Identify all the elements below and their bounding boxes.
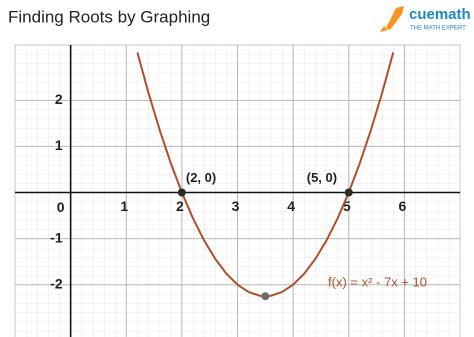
y-tick-label: 1 <box>55 137 63 153</box>
x-tick-label: 2 <box>176 198 184 214</box>
function-label: f(x) = x² - 7x + 10 <box>328 274 427 289</box>
point <box>177 188 186 197</box>
x-tick-label: 3 <box>232 198 240 214</box>
logo-text: cuemath <box>409 6 471 23</box>
point-label: (2, 0) <box>186 170 216 185</box>
x-tick-label: 1 <box>120 198 128 214</box>
y-tick-label: -1 <box>50 229 63 245</box>
logo-tagline: THE MATH EXPERT <box>410 26 466 32</box>
x-tick-label: 4 <box>287 198 295 214</box>
logo: cuemath THE MATH EXPERT <box>380 6 471 32</box>
logo-icon <box>386 6 404 30</box>
y-tick-label: -2 <box>50 275 63 291</box>
y-tick-label: 2 <box>55 91 63 107</box>
x-tick-label: 5 <box>343 198 351 214</box>
point-label: (5, 0) <box>307 170 337 185</box>
point <box>344 188 353 197</box>
x-tick-label: 0 <box>57 199 65 215</box>
title: Finding Roots by Graphing <box>8 7 210 26</box>
point <box>261 292 270 301</box>
x-tick-label: 6 <box>398 198 406 214</box>
logo-icon <box>380 26 388 32</box>
